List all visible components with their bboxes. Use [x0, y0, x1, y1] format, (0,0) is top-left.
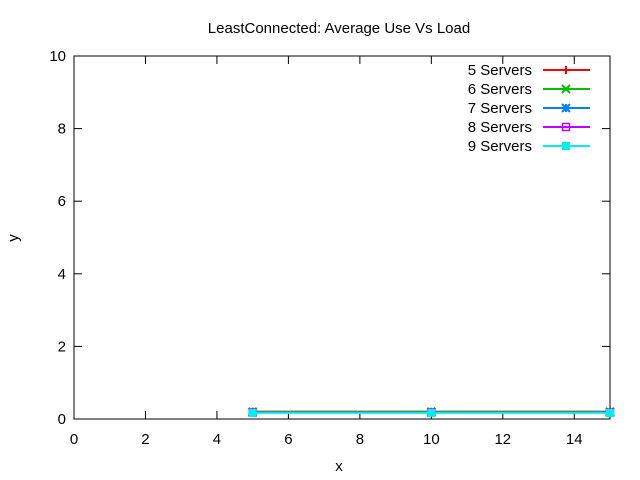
data-point-marker [248, 408, 257, 417]
data-point-marker [561, 122, 571, 132]
chart-title: LeastConnected: Average Use Vs Load [208, 20, 470, 37]
x-tick-label: 12 [494, 431, 511, 448]
legend-label: 8 Servers [468, 119, 532, 136]
x-tick-label: 14 [566, 431, 583, 448]
data-point-marker [561, 103, 571, 113]
x-tick-label: 6 [284, 431, 292, 448]
legend-label: 6 Servers [468, 81, 532, 98]
x-tick-label: 4 [213, 431, 221, 448]
data-point-marker [562, 142, 570, 150]
y-tick-label: 2 [58, 338, 66, 355]
x-tick-label: 10 [423, 431, 440, 448]
legend-item: 6 Servers [468, 81, 590, 98]
y-tick-label: 6 [58, 193, 66, 210]
x-tick-label: 0 [70, 431, 78, 448]
x-tick-labels: 0 2 4 6 8 10 12 14 [70, 431, 583, 448]
x-axis-label: x [335, 458, 343, 475]
y-tick-label: 8 [58, 121, 66, 138]
y-tick-label: 10 [49, 48, 66, 65]
data-point-marker [427, 408, 436, 417]
legend-item: 9 Servers [468, 138, 590, 155]
data-point-marker [562, 66, 570, 74]
legend: 5 Servers 6 Servers 7 Servers 8 Servers 9 Se… [468, 62, 590, 155]
series [248, 408, 614, 417]
data-point-marker [606, 408, 614, 417]
legend-item: 5 Servers [468, 62, 590, 79]
x-tick-label: 2 [141, 431, 149, 448]
data-point-marker [561, 84, 571, 94]
legend-item: 7 Servers [468, 100, 590, 117]
y-axis-label: y [5, 234, 22, 242]
plot-frame [73, 55, 611, 420]
y-tick-label: 0 [58, 411, 66, 428]
y-tick-labels: 0 2 4 6 8 10 [49, 48, 66, 428]
legend-label: 9 Servers [468, 138, 532, 155]
legend-label: 7 Servers [468, 100, 532, 117]
legend-label: 5 Servers [468, 62, 532, 79]
legend-item: 8 Servers [468, 119, 590, 136]
x-tick-label: 8 [356, 431, 364, 448]
y-tick-label: 4 [58, 266, 66, 283]
series-group [247, 407, 615, 418]
